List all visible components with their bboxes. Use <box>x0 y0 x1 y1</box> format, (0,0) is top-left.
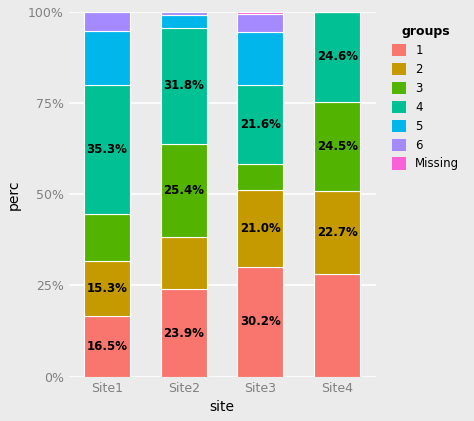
Text: 21.6%: 21.6% <box>240 118 281 131</box>
Text: 31.8%: 31.8% <box>164 80 204 93</box>
Text: 25.4%: 25.4% <box>163 184 204 197</box>
Y-axis label: perc: perc <box>7 179 21 210</box>
Text: 24.6%: 24.6% <box>317 50 358 63</box>
Bar <box>237 32 283 85</box>
Bar <box>161 290 207 377</box>
Text: 16.5%: 16.5% <box>86 340 128 353</box>
Bar <box>237 164 283 190</box>
Text: 21.0%: 21.0% <box>240 222 281 235</box>
Bar <box>314 274 360 377</box>
Bar <box>84 213 130 261</box>
Text: 22.7%: 22.7% <box>317 226 357 239</box>
Text: 30.2%: 30.2% <box>240 315 281 328</box>
Text: 24.5%: 24.5% <box>317 140 358 153</box>
Bar <box>84 12 130 31</box>
Bar <box>84 261 130 317</box>
Bar <box>84 31 130 85</box>
Bar <box>237 190 283 266</box>
Text: 23.9%: 23.9% <box>164 327 204 340</box>
Legend: 1, 2, 3, 4, 5, 6, Missing: 1, 2, 3, 4, 5, 6, Missing <box>384 18 466 178</box>
Bar <box>84 317 130 377</box>
Bar <box>161 12 207 15</box>
Bar <box>161 144 207 237</box>
Bar <box>237 14 283 32</box>
Bar <box>237 85 283 164</box>
Text: 15.3%: 15.3% <box>87 282 128 295</box>
Bar <box>161 15 207 28</box>
Bar <box>314 12 360 101</box>
Bar <box>314 191 360 274</box>
Bar <box>237 12 283 14</box>
Bar <box>161 237 207 290</box>
Bar <box>161 28 207 144</box>
Bar <box>84 85 130 213</box>
Text: 35.3%: 35.3% <box>87 143 128 156</box>
Bar <box>237 266 283 377</box>
Bar <box>314 101 360 191</box>
X-axis label: site: site <box>210 400 235 414</box>
